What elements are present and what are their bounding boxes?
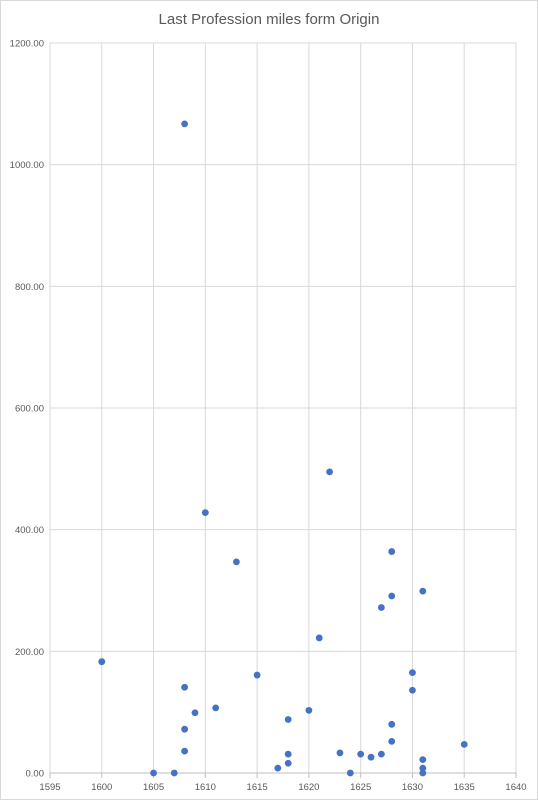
data-point [201,509,209,517]
data-point [409,669,416,677]
data-point [274,764,282,772]
data-point [388,720,396,728]
data-point [377,604,385,611]
data-point [150,769,157,777]
data-point [388,737,396,745]
data-point [367,753,375,761]
data-point [284,750,292,758]
x-tick-label: 1635 [454,782,475,793]
data-point [181,747,189,755]
data-point [233,558,240,566]
data-point [419,756,427,764]
x-tick-label: 1630 [402,782,423,793]
y-tick-label: 400.00 [15,525,44,536]
data-point [357,750,365,758]
data-point [460,741,468,748]
tick-labels: 1595 1600 1605 1610 1615 1620 1625 1630 1635 1640… [10,39,527,794]
data-point [419,769,427,777]
data-point [181,683,189,691]
x-tick-label: 1610 [195,782,216,793]
gridlines [49,42,517,773]
y-tick-label: 1000.00 [10,160,44,171]
data-point [388,592,396,600]
data-point [377,750,385,758]
data-point [305,706,313,714]
axes [49,772,517,778]
data-point [419,764,427,772]
data-point [346,769,354,777]
data-point [409,686,416,694]
data-point [315,634,323,642]
y-tick-label: 0.00 [26,769,45,780]
data-point [98,658,106,666]
y-tick-label: 800.00 [15,282,44,293]
data-point [326,468,333,476]
data-point [419,587,427,595]
data-point [170,769,178,777]
x-tick-label: 1595 [39,782,60,793]
chart-title: Last Profession miles form Origin [158,11,380,28]
data-point [181,725,189,733]
y-tick-label: 600.00 [15,404,44,415]
x-tick-label: 1605 [143,782,164,793]
data-point [336,749,344,757]
x-tick-label: 1615 [247,782,268,793]
data-point [388,548,396,555]
y-tick-label: 200.00 [15,647,44,658]
x-tick-label: 1620 [298,782,319,793]
y-tick-label: 1200.00 [10,39,44,50]
data-point [253,671,261,679]
data-point [212,704,220,712]
data-point [284,759,292,767]
x-tick-label: 1625 [350,782,371,793]
data-point [284,716,292,723]
data-points [98,120,468,777]
x-tick-label: 1640 [505,782,526,793]
x-tick-label: 1600 [91,782,112,793]
data-point [181,120,189,128]
data-point [191,709,199,717]
